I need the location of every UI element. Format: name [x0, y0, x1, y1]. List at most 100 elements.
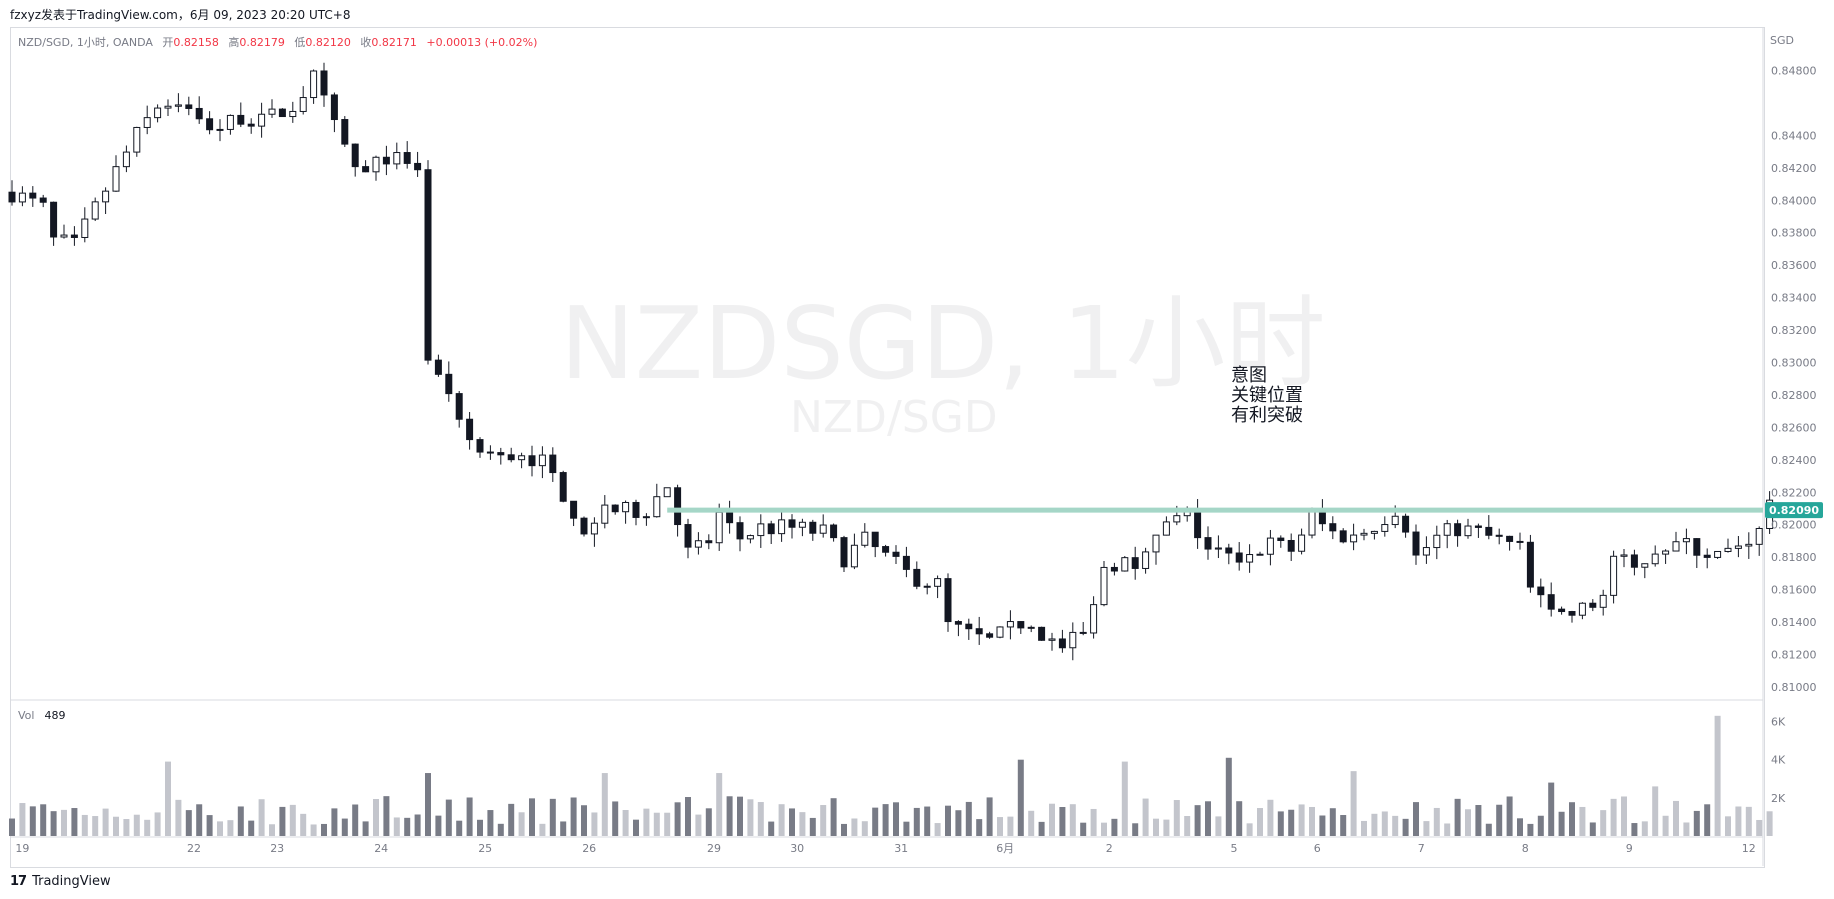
candle-body — [1038, 626, 1046, 641]
candle-body — [268, 108, 276, 115]
price-tick-label: 0.81800 — [1771, 551, 1817, 564]
volume-bar — [1600, 810, 1607, 836]
candle-body — [902, 555, 910, 570]
volume-bar — [1173, 800, 1180, 836]
volume-bar — [529, 798, 535, 836]
price-tick-label: 0.84000 — [1771, 194, 1817, 207]
candle-body — [1142, 551, 1150, 569]
candle-body — [1225, 547, 1233, 554]
candle-body — [1287, 539, 1295, 552]
open-value: 0.82158 — [173, 36, 219, 49]
volume-bar — [217, 821, 223, 836]
volume-bar — [237, 806, 244, 836]
volume-bar — [924, 806, 931, 836]
candle-body — [174, 104, 182, 107]
volume-bar — [310, 824, 317, 836]
candle-body — [1298, 534, 1306, 552]
candle-body — [1381, 524, 1389, 532]
volume-bar — [466, 797, 473, 836]
candle-body — [1308, 510, 1316, 536]
candle-body — [1069, 631, 1077, 649]
candle-body — [923, 585, 931, 588]
volume-bar — [1153, 818, 1159, 836]
price-tick-label: 0.81200 — [1771, 648, 1817, 661]
price-tick-label: 0.83000 — [1771, 357, 1817, 370]
chart-frame — [10, 27, 1765, 868]
candle-body — [705, 540, 713, 544]
volume-bar — [1704, 804, 1711, 836]
candle-body — [1131, 557, 1139, 569]
candle-body — [653, 496, 661, 518]
volume-bar — [1205, 801, 1211, 836]
time-tick-label: 7 — [1418, 842, 1425, 855]
volume-bar — [685, 797, 691, 836]
volume-bars — [9, 715, 1773, 836]
volume-bar — [997, 817, 1003, 836]
volume-bar — [1069, 804, 1076, 836]
candle-body — [632, 501, 640, 518]
candle-body — [809, 521, 817, 534]
candle-body — [1672, 541, 1680, 552]
candle-body — [81, 218, 89, 238]
volume-bar — [123, 819, 130, 836]
volume-bar — [133, 814, 140, 836]
volume-bar — [830, 798, 837, 836]
volume-bar — [674, 802, 681, 836]
candle-body — [965, 623, 973, 630]
candle-body — [1537, 586, 1545, 596]
volume-bar — [445, 799, 452, 836]
volume-bar — [508, 803, 515, 836]
candle-body — [1443, 523, 1451, 536]
ohlc-legend: NZD/SGD, 1小时, OANDA 开0.82158 高0.82179 低0… — [18, 34, 537, 50]
volume-bar — [1298, 804, 1305, 836]
volume-bar — [1215, 816, 1222, 836]
candle-body — [892, 551, 900, 557]
volume-tick-label: 2K — [1771, 792, 1786, 805]
candle-body — [1006, 621, 1014, 628]
volume-bar — [539, 823, 546, 836]
volume-label: Vol — [18, 709, 35, 722]
volume-bar — [903, 821, 910, 836]
candle-body — [362, 166, 370, 173]
volume-bar — [1589, 822, 1596, 836]
candle-body — [518, 455, 526, 461]
horizontal-level[interactable]: 0.82090 — [667, 502, 1823, 519]
current-price-label: 0.82090 — [1769, 504, 1819, 517]
candle-body — [1048, 638, 1056, 641]
candle-body — [944, 578, 952, 623]
candle-body — [570, 500, 578, 519]
candle-body — [1162, 521, 1170, 536]
symbol-label[interactable]: NZD/SGD, 1小时, OANDA — [18, 36, 153, 49]
volume-bar — [92, 816, 99, 836]
candle-body — [882, 546, 890, 553]
volume-bar — [1340, 815, 1347, 836]
footer-brand[interactable]: 𝟭𝟳 TradingView — [10, 874, 111, 889]
volume-bar — [1142, 798, 1149, 836]
candle-body — [507, 454, 515, 461]
volume-bar — [1454, 798, 1461, 836]
volume-tick-label: 4K — [1771, 754, 1786, 767]
price-axis[interactable]: 0.84800 0.84400 0.84200 0.84000 0.83800 0.836… — [1771, 65, 1817, 694]
candle-body — [1745, 543, 1753, 547]
volume-axis: 2K 4K 6K — [1771, 716, 1786, 805]
candle-body — [1578, 602, 1586, 616]
volume-bar — [945, 805, 951, 836]
candle-body — [1693, 538, 1701, 556]
annotation-text[interactable]: 意图 关键位置 有利突破 — [1231, 366, 1303, 426]
volume-bar — [716, 773, 723, 836]
volume-bar — [1028, 810, 1035, 836]
volume-bar — [1371, 813, 1378, 836]
currency-label[interactable]: SGD — [1770, 34, 1794, 47]
candle-body — [642, 516, 650, 519]
volume-bar — [726, 796, 733, 836]
time-axis[interactable]: 19 22 23 24 25 26 29 30 31 6月 2 5 6 7 8 9 12 — [15, 842, 1755, 855]
time-tick-label: 23 — [270, 842, 284, 855]
time-tick-label: 22 — [187, 842, 201, 855]
candle-body — [1724, 547, 1732, 552]
candle-body — [1402, 515, 1410, 533]
volume-bar — [1621, 796, 1627, 836]
candle-body — [60, 234, 68, 238]
volume-bar — [518, 812, 525, 836]
volume-bar — [1392, 815, 1399, 836]
